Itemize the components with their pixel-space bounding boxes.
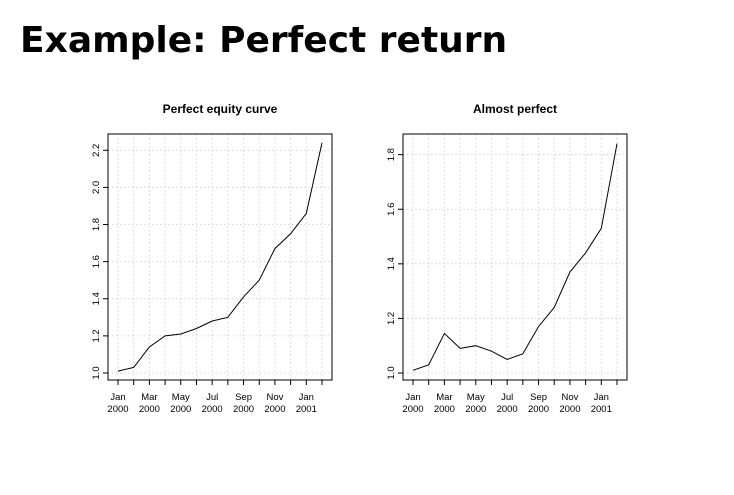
equity-series-line <box>117 142 323 372</box>
y-tick-label: 2.2 <box>91 144 102 157</box>
y-tick-label: 1.6 <box>386 203 397 216</box>
almost-perfect-chart: Almost perfect 1.0 1.2 1.4 1.6 1.8 Jan 2000 Mar 2… <box>355 90 695 430</box>
x-tick-label-month: Sep <box>235 392 252 403</box>
perfect-equity-chart: Perfect equity curve 1.0 1.2 1.4 1.6 1.8 2.0 2.… <box>60 90 400 430</box>
x-tick-label-year: 2001 <box>591 404 612 415</box>
plot-area-border <box>402 133 628 381</box>
chart-title: Perfect equity curve <box>163 102 278 116</box>
x-tick-label-year: 2000 <box>559 404 580 415</box>
x-tick-label-month: Jan <box>405 392 420 403</box>
x-tick-label-year: 2000 <box>434 404 455 415</box>
almost-perfect-chart-svg: Almost perfect1.01.21.41.61.8Jan2000Mar2… <box>386 102 628 415</box>
perfect-equity-chart-svg: Perfect equity curve 1.0 1.2 1.4 1.6 1.8 2.0 2.… <box>91 102 333 415</box>
x-tick-label-year: 2000 <box>264 404 285 415</box>
x-tick-label-month: Jan <box>594 392 609 403</box>
y-tick-label: 1.4 <box>386 257 397 270</box>
x-tick-label-month: Nov <box>266 392 283 403</box>
x-tick-label-year: 2000 <box>402 404 423 415</box>
y-tick-label: 1.0 <box>91 366 102 379</box>
x-tick-label-year: 2000 <box>465 404 486 415</box>
x-tick-label-month: Mar <box>436 392 452 403</box>
x-tick-label-year: 2000 <box>202 404 223 415</box>
x-tick-label-month: Sep <box>530 392 547 403</box>
x-tick-label-year: 2000 <box>170 404 191 415</box>
y-tick-label: 1.2 <box>386 312 397 325</box>
y-tick-label: 1.0 <box>386 366 397 379</box>
y-tick-label: 2.0 <box>91 181 102 194</box>
y-tick-label: 1.6 <box>91 255 102 268</box>
equity-series-line <box>412 143 618 371</box>
x-tick-label-month: Jul <box>501 392 513 403</box>
y-tick-label: 1.8 <box>91 218 102 231</box>
x-tick-label-month: Mar <box>141 392 157 403</box>
x-tick-label-year: 2000 <box>233 404 254 415</box>
y-tick-label: 1.8 <box>386 148 397 161</box>
x-tick-label-month: Jan <box>299 392 314 403</box>
x-tick-label-year: 2000 <box>528 404 549 415</box>
x-tick-label-year: 2001 <box>296 404 317 415</box>
x-tick-label-month: Jan <box>110 392 125 403</box>
chart-title: Almost perfect <box>473 102 557 116</box>
x-tick-label-year: 2000 <box>107 404 128 415</box>
x-tick-label-month: Nov <box>561 392 578 403</box>
x-tick-label-year: 2000 <box>497 404 518 415</box>
x-tick-label-year: 2000 <box>139 404 160 415</box>
plot-area-border <box>107 133 333 381</box>
y-tick-label: 1.2 <box>91 329 102 342</box>
y-tick-label: 1.4 <box>91 292 102 305</box>
x-tick-label-month: Jul <box>206 392 218 403</box>
x-tick-label-month: May <box>467 392 485 403</box>
slide-title: Example: Perfect return <box>20 20 508 61</box>
x-tick-label-month: May <box>172 392 190 403</box>
